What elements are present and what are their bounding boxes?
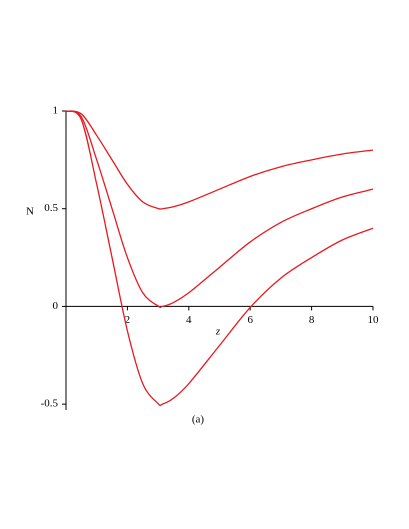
y-axis-label: N — [26, 206, 34, 218]
y-tick-label: 1 — [53, 105, 59, 117]
y-tick-label: 0.5 — [44, 202, 58, 214]
x-tick-label: 2 — [125, 314, 131, 326]
curve — [65, 110, 374, 210]
caption: (a) — [192, 414, 205, 426]
x-tick-label: 4 — [186, 314, 192, 326]
curve — [65, 110, 374, 407]
y-tick-label: 0 — [53, 300, 59, 312]
x-axis-label: z — [215, 326, 221, 338]
y-tick-label: -0.5 — [41, 398, 59, 410]
x-tick-label: 6 — [247, 314, 253, 326]
curve — [65, 110, 374, 308]
x-tick-label: 10 — [368, 314, 380, 326]
x-tick-label: 8 — [309, 314, 315, 326]
